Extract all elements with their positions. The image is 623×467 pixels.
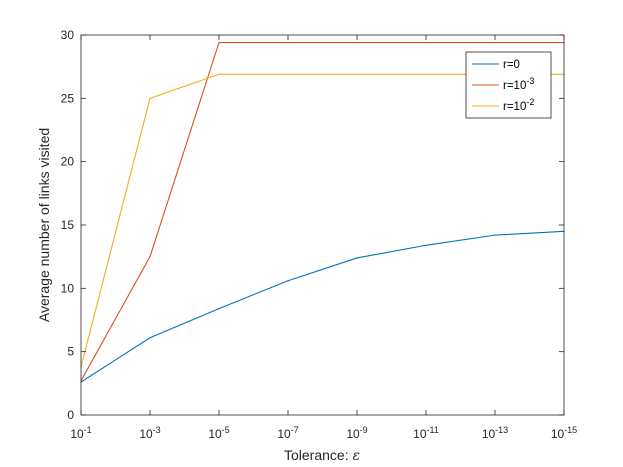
- data-point-0-4: [356, 257, 358, 259]
- x-tick-label-base: 10: [413, 427, 427, 441]
- x-tick-label-exponent: -11: [427, 425, 439, 435]
- x-tick-label-base: 10: [482, 427, 496, 441]
- x-tick-label-exponent: -3: [153, 425, 161, 435]
- y-tick-label: 0: [67, 408, 74, 422]
- x-tick-label: 10-11: [413, 425, 439, 441]
- legend-label: r=0: [503, 59, 520, 71]
- x-tick-label-exponent: -13: [495, 425, 508, 435]
- legend-entry-0: r=0: [472, 59, 520, 71]
- legend-label-base: r=0: [503, 59, 520, 71]
- x-tick-label-base: 10: [346, 427, 360, 441]
- x-tick-label-base: 10: [70, 427, 84, 441]
- data-point-0-1: [149, 337, 151, 339]
- x-tick-label-exponent: -5: [222, 425, 230, 435]
- x-tick-label-exponent: -7: [291, 425, 299, 435]
- legend-label-base: r=10: [503, 101, 526, 113]
- data-point-2-3: [287, 73, 289, 75]
- data-point-2-5: [425, 73, 427, 75]
- legend-entry-1: r=10-3: [472, 76, 534, 92]
- y-tick-label: 10: [61, 281, 75, 295]
- y-tick-label: 5: [67, 345, 74, 359]
- x-tick-label: 10-3: [139, 425, 160, 441]
- y-tick-label: 20: [61, 155, 75, 169]
- series-line-1: [80, 42, 564, 382]
- y-axis-label: Average number of links visited: [36, 128, 52, 322]
- x-tick-label: 10-5: [208, 425, 229, 441]
- series-line-0: [80, 230, 565, 383]
- data-point-2-2: [218, 73, 220, 75]
- data-point-2-4: [356, 73, 358, 75]
- legend-label: r=10-2: [503, 97, 534, 113]
- x-tick-label-exponent: -9: [360, 425, 368, 435]
- x-tick-label-exponent: -15: [564, 425, 577, 435]
- data-point-0-6: [494, 234, 496, 236]
- x-tick-label-base: 10: [139, 427, 153, 441]
- legend-entry-2: r=10-2: [472, 97, 534, 113]
- y-tick-label: 30: [61, 28, 75, 42]
- x-axis-label: Tolerance: ε: [284, 447, 360, 464]
- x-axis-label-symbol: ε: [352, 448, 360, 464]
- y-tick-label: 25: [61, 91, 75, 105]
- data-point-0-3: [287, 280, 289, 282]
- data-point-1-1: [149, 256, 151, 258]
- legend-label-exponent: -3: [526, 76, 534, 86]
- y-tick-label: 15: [61, 218, 75, 232]
- legend-label-base: r=10: [503, 80, 526, 92]
- x-tick-label-base: 10: [208, 427, 222, 441]
- data-point-0-5: [425, 244, 427, 246]
- data-point-1-4: [356, 42, 358, 44]
- data-point-0-2: [218, 308, 220, 310]
- x-tick-label-base: 10: [551, 427, 565, 441]
- data-point-1-6: [494, 42, 496, 44]
- legend-label: r=10-3: [503, 76, 534, 92]
- x-tick-label: 10-1: [70, 425, 91, 441]
- data-point-1-5: [425, 42, 427, 44]
- legend: r=0r=10-3r=10-2: [465, 51, 552, 119]
- data-point-1-2: [218, 42, 220, 44]
- data-point-2-1: [149, 97, 151, 99]
- x-axis-label-text: Tolerance:: [284, 447, 352, 463]
- x-tick-label: 10-9: [346, 425, 367, 441]
- x-tick-label-exponent: -1: [84, 425, 92, 435]
- x-tick-label: 10-7: [277, 425, 298, 441]
- series-0: [80, 230, 565, 383]
- x-tick-label: 10-13: [482, 425, 508, 441]
- x-tick-label: 10-15: [551, 425, 577, 441]
- legend-label-exponent: -2: [526, 97, 534, 107]
- x-tick-label-base: 10: [277, 427, 291, 441]
- data-point-1-3: [287, 42, 289, 44]
